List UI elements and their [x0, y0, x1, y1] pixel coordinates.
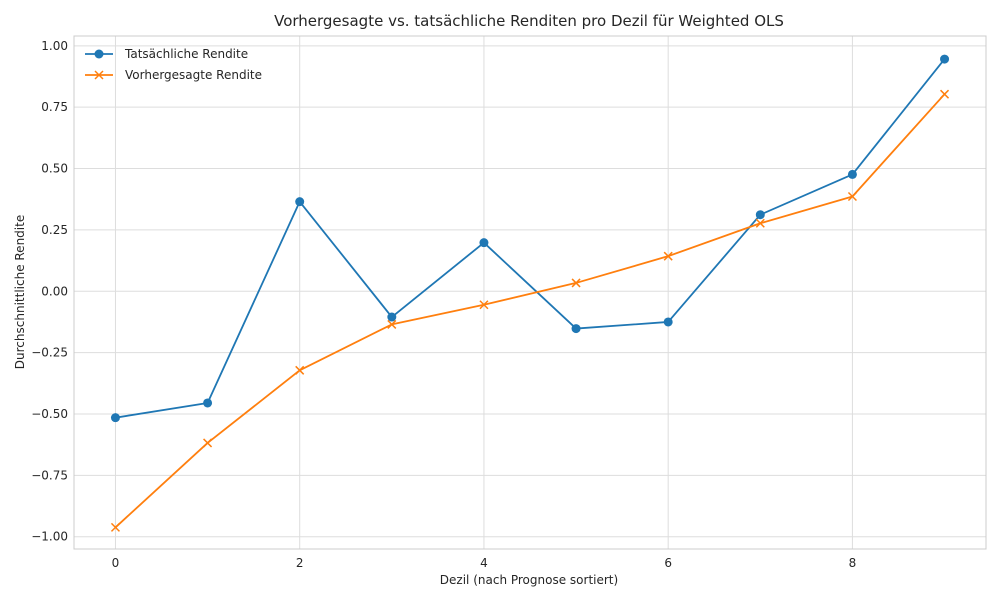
data-point — [940, 89, 950, 99]
data-point — [387, 312, 397, 322]
x-tick-label: 2 — [296, 556, 304, 570]
y-tick-label: 1.00 — [41, 39, 68, 53]
data-point — [755, 218, 765, 228]
x-tick-label: 0 — [112, 556, 120, 570]
y-axis-label: Durchschnittliche Rendite — [13, 215, 27, 369]
data-point — [110, 522, 120, 532]
legend-label: Vorhergesagte Rendite — [125, 68, 262, 82]
data-point — [479, 238, 489, 248]
legend: Tatsächliche Rendite Vorhergesagte Rendit… — [85, 47, 262, 82]
data-point-stroke — [295, 365, 305, 375]
data-point — [203, 398, 213, 408]
data-point — [295, 365, 305, 375]
y-tick-label: −1.00 — [31, 530, 68, 544]
legend-marker-stroke — [94, 70, 104, 80]
chart-title: Vorhergesagte vs. tatsächliche Renditen … — [274, 12, 784, 30]
y-tick-label: 0.25 — [41, 223, 68, 237]
tick-labels: 0 2 4 6 8 1.00 0.75 0.50 0.25 0.00 −0.25 −0.50 −0.75… — [31, 39, 856, 570]
data-point-stroke — [571, 278, 581, 288]
data-point-stroke — [110, 522, 120, 532]
y-tick-label: −0.50 — [31, 407, 68, 421]
y-tick-label: 0.50 — [41, 162, 68, 176]
grid-lines — [74, 36, 986, 549]
x-axis-label: Dezil (nach Prognose sortiert) — [440, 573, 618, 587]
x-tick-label: 4 — [480, 556, 488, 570]
data-point — [387, 319, 397, 329]
y-tick-label: 0.75 — [41, 100, 68, 114]
series-actual-return — [110, 54, 950, 423]
data-point-stroke — [663, 251, 673, 261]
data-point — [755, 210, 765, 220]
data-point — [110, 413, 120, 423]
data-point-stroke — [940, 89, 950, 99]
data-point-stroke — [387, 319, 397, 329]
data-point — [203, 438, 213, 448]
data-point — [847, 169, 857, 179]
legend-marker — [94, 49, 104, 59]
data-point-stroke — [847, 191, 857, 202]
plot-area — [74, 36, 986, 549]
data-point — [295, 197, 305, 207]
data-point — [571, 324, 581, 334]
series-lines — [110, 54, 950, 532]
data-point — [663, 251, 673, 261]
series-line — [114, 93, 946, 529]
data-point — [940, 54, 950, 64]
legend-item: Tatsächliche Rendite — [85, 47, 248, 61]
legend-item: Vorhergesagte Rendite — [85, 68, 262, 82]
legend-marker — [94, 70, 104, 80]
series-line — [115, 58, 946, 419]
data-point — [847, 191, 857, 202]
data-point — [479, 300, 489, 310]
x-tick-label: 6 — [664, 556, 672, 570]
y-tick-label: −0.25 — [31, 346, 68, 360]
y-tick-label: 0.00 — [41, 284, 68, 298]
series-predicted-return — [110, 89, 950, 532]
data-point — [571, 278, 581, 288]
x-tick-label: 8 — [849, 556, 857, 570]
plot-frame — [73, 35, 987, 550]
data-point — [663, 317, 673, 327]
y-tick-label: −0.75 — [31, 468, 68, 482]
data-point-stroke — [203, 438, 213, 448]
data-point-stroke — [755, 218, 765, 228]
legend-label: Tatsächliche Rendite — [124, 47, 248, 61]
data-point-stroke — [479, 300, 489, 310]
